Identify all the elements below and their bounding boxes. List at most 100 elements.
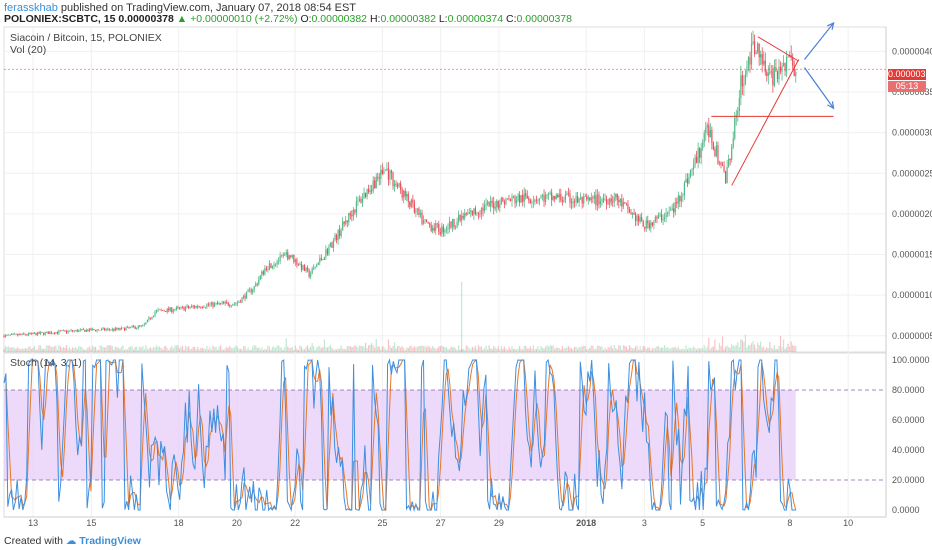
candle-body	[49, 332, 51, 335]
volume-bar	[444, 347, 446, 352]
candle-body	[224, 302, 226, 304]
candle-body	[535, 199, 538, 201]
volume-bar	[61, 347, 63, 352]
candle-body	[430, 224, 432, 231]
candle-body	[741, 75, 743, 87]
candle-body	[329, 242, 332, 248]
volume-bar	[26, 348, 28, 352]
volume-bar	[329, 345, 332, 352]
volume-bar	[749, 345, 751, 352]
candle-body	[700, 148, 702, 158]
volume-bar	[59, 346, 62, 352]
candle-body	[413, 202, 415, 213]
volume-bar	[605, 349, 608, 352]
candle-body	[17, 334, 19, 336]
volume-bar	[412, 347, 414, 352]
volume-bar	[220, 345, 222, 352]
volume-bar	[580, 347, 582, 352]
candle-body	[509, 199, 512, 201]
volume-bar	[769, 342, 771, 352]
author-link[interactable]: ferasskhab	[4, 2, 58, 14]
volume-bar	[728, 347, 730, 352]
volume-bar	[352, 346, 354, 352]
candle-body	[253, 286, 255, 290]
candle-body	[216, 303, 219, 304]
volume-bar	[381, 346, 383, 352]
candle-body	[491, 200, 493, 203]
volume-bar	[720, 346, 722, 352]
high-label: H:	[369, 13, 381, 25]
candle-body	[220, 303, 222, 304]
candle-body	[195, 306, 197, 308]
volume-bar	[325, 347, 327, 352]
arrow-head	[827, 21, 835, 30]
candle-body	[406, 193, 408, 197]
volume-bar	[645, 348, 647, 352]
volume-bar	[184, 345, 187, 352]
volume-bar	[760, 341, 762, 352]
volume-bar	[439, 346, 441, 352]
candle-body	[598, 194, 600, 205]
volume-bar	[93, 346, 95, 352]
volume-bar	[133, 349, 135, 352]
candle-body	[233, 303, 235, 305]
volume-bar	[159, 346, 161, 352]
candle-body	[241, 297, 243, 303]
candle-body	[641, 217, 643, 222]
volume-bar	[409, 346, 411, 352]
tradingview-logo-icon[interactable]: ☁	[65, 535, 77, 547]
candle-body	[676, 202, 678, 204]
candle-body	[724, 171, 727, 184]
candle-body	[778, 66, 780, 80]
volume-bar	[247, 347, 249, 352]
candle-body	[602, 199, 605, 200]
candle-body	[70, 330, 72, 331]
candle-body	[587, 197, 589, 200]
candle-body	[290, 255, 292, 257]
volume-bar	[602, 349, 605, 352]
candle-body	[766, 72, 768, 76]
volume-bar	[165, 345, 167, 352]
volume-bar	[271, 346, 274, 352]
volume-bar	[259, 349, 261, 352]
volume-bar	[230, 347, 232, 352]
volume-bar	[265, 349, 267, 352]
candle-body	[615, 193, 617, 198]
volume-bar	[596, 345, 599, 352]
volume-bar	[572, 349, 574, 352]
volume-bar	[148, 348, 150, 352]
volume-bar	[789, 346, 791, 352]
volume-bar	[705, 348, 707, 352]
candle-body	[660, 214, 663, 221]
volume-bar	[546, 345, 548, 352]
candle-body	[784, 62, 786, 72]
candle-body	[746, 67, 748, 75]
candle-body	[540, 196, 542, 199]
candle-body	[726, 166, 728, 184]
volume-bar	[630, 347, 632, 352]
volume-bar	[734, 346, 736, 352]
candle-body	[496, 200, 498, 208]
candle-body	[126, 326, 129, 328]
candle-body	[274, 264, 277, 265]
candle-body	[363, 192, 365, 199]
current-price-tag: 0.00000378	[888, 69, 932, 80]
volume-bar	[610, 345, 612, 352]
candle-body	[776, 70, 779, 80]
volume-bar	[239, 348, 242, 352]
volume-bar	[522, 349, 524, 352]
volume-bar	[642, 345, 644, 352]
candle-body	[691, 169, 693, 170]
volume-bar	[435, 349, 437, 352]
volume-bar	[126, 349, 129, 352]
tradingview-brand[interactable]: TradingView	[79, 535, 141, 547]
volume-bar	[494, 347, 496, 352]
candle-body	[142, 324, 144, 326]
volume-bar	[493, 345, 495, 352]
volume-bar	[281, 347, 283, 352]
volume-bar	[104, 347, 106, 352]
volume-bar	[638, 349, 640, 352]
volume-bar	[767, 348, 769, 352]
candle-body	[522, 195, 524, 202]
